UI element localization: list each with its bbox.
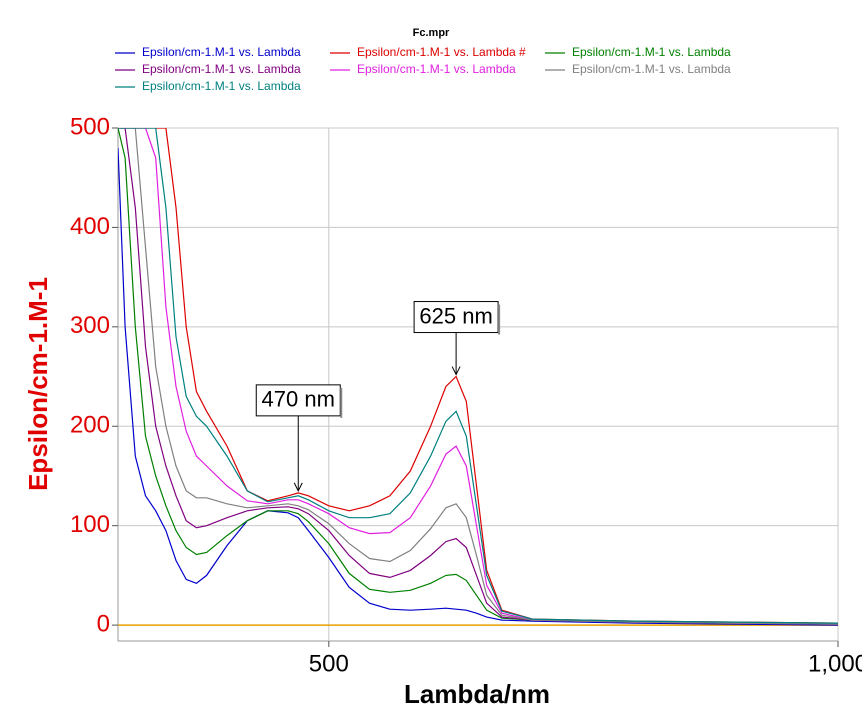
y-tick-label: 500 [70, 113, 110, 140]
chart-title: Fc.mpr [413, 27, 450, 39]
y-tick-label: 300 [70, 312, 110, 339]
x-tick-label: 1,000 [808, 650, 862, 677]
plot-area [118, 128, 838, 626]
annotation-arrowhead [293, 482, 303, 492]
annotation-box [413, 301, 499, 334]
legend-label: Epsilon/cm-1.M-1 vs. Lambda [572, 45, 731, 59]
series-line [118, 147, 838, 626]
annotation-shadow [340, 387, 343, 418]
y-tick-label: 100 [70, 511, 110, 538]
series-line [118, 128, 838, 625]
annotation-box [255, 384, 341, 417]
y-tick-label: 0 [97, 610, 110, 637]
y-axis-label: Epsilon/cm-1.M-1 [23, 277, 53, 491]
series-line [118, 128, 838, 625]
plot-frame [117, 127, 839, 642]
legend-label: Epsilon/cm-1.M-1 vs. Lambda [142, 79, 301, 93]
legend-label: Epsilon/cm-1.M-1 vs. Lambda [142, 62, 301, 76]
series-line [118, 128, 838, 624]
legend-label: Epsilon/cm-1.M-1 vs. Lambda [357, 62, 516, 76]
legend-label: Epsilon/cm-1.M-1 vs. Lambda # [357, 45, 526, 59]
series-line [118, 128, 838, 625]
annotation-arrowhead [451, 366, 461, 376]
y-tick-label: 200 [70, 412, 110, 439]
legend-label: Epsilon/cm-1.M-1 vs. Lambda [142, 45, 301, 59]
legend-label: Epsilon/cm-1.M-1 vs. Lambda [572, 62, 731, 76]
series-line [118, 128, 838, 624]
x-axis-label: Lambda/nm [404, 679, 550, 709]
series-line [118, 128, 838, 625]
annotation-text: 625 nm [419, 303, 492, 328]
x-tick-label: 500 [309, 650, 349, 677]
annotation-shadow [498, 304, 501, 335]
y-tick-label: 400 [70, 213, 110, 240]
annotation-text: 470 nm [262, 387, 335, 412]
